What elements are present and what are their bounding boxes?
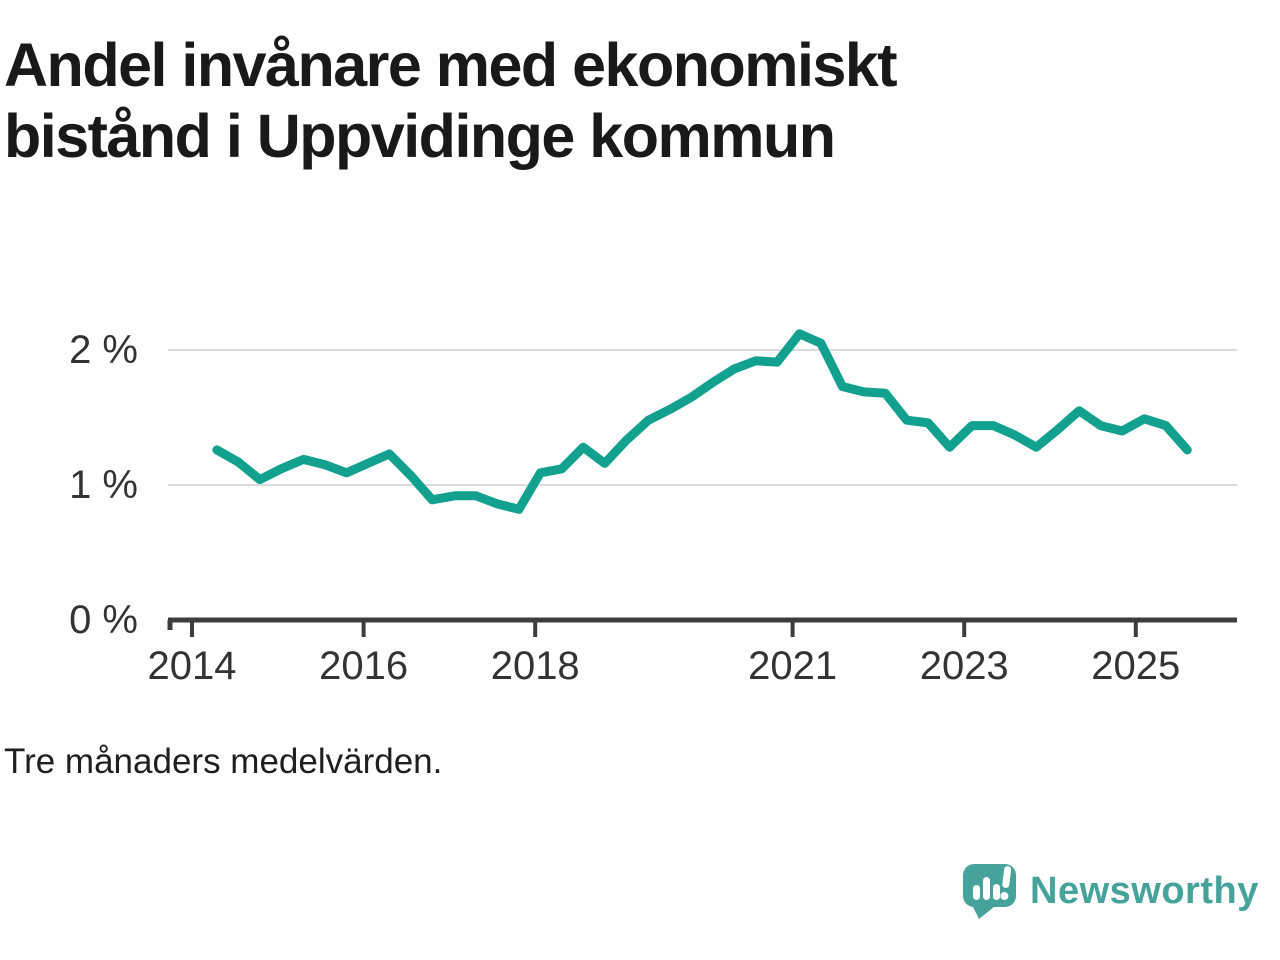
data-line <box>212 329 1192 514</box>
x-axis-label: 2014 <box>147 644 237 688</box>
logo-bar-medium <box>993 884 1000 900</box>
x-axis-label: 2018 <box>490 644 580 688</box>
newsworthy-logo-icon <box>963 864 1016 919</box>
x-axis-label: 2025 <box>1091 644 1181 688</box>
logo-exclamation <box>1000 866 1012 900</box>
brand-lockup: Newsworthy <box>960 860 1276 932</box>
logo-bar-tall <box>983 877 990 900</box>
brand-name: Newsworthy <box>1030 870 1259 912</box>
x-axis-label: 2021 <box>748 644 838 688</box>
page-title: Andel invånare med ekonomiskt bistånd i … <box>4 31 898 170</box>
y-axis-label: 0 % <box>69 598 138 642</box>
x-axis-label: 2023 <box>919 644 1009 688</box>
y-axis-label: 1 % <box>69 463 138 507</box>
logo-bar-short <box>973 885 980 900</box>
chart-footnote: Tre månaders medelvärden. <box>4 742 443 781</box>
y-axis-label: 2 % <box>69 328 138 372</box>
x-axis-label: 2016 <box>319 644 409 688</box>
